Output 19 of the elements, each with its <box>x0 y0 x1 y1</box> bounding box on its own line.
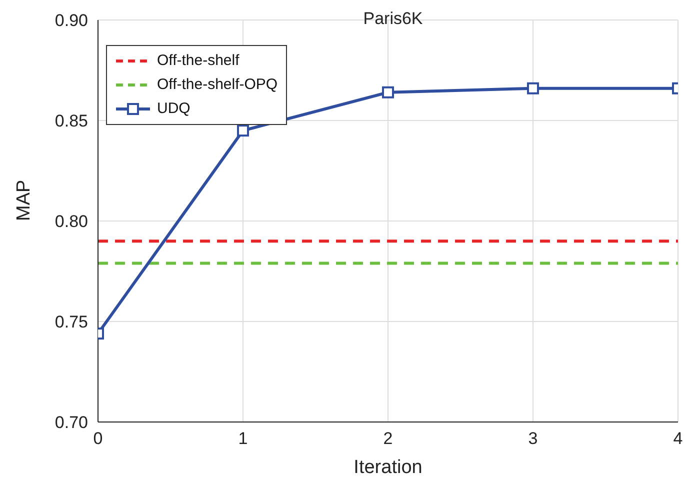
x-tick-label: 0 <box>93 429 103 448</box>
y-tick-label: 0.90 <box>54 11 88 30</box>
y-tick-label: 0.85 <box>54 112 88 131</box>
legend-label: Off-the-shelf <box>157 51 240 71</box>
y-tick-label: 0.75 <box>54 312 88 332</box>
legend-label: Off-the-shelf-OPQ <box>157 75 278 95</box>
y-axis-title: MAP <box>14 180 35 221</box>
legend-label: UDQ <box>157 99 190 119</box>
x-tick-label: 3 <box>528 429 538 448</box>
point <box>237 124 249 137</box>
x-tick-label: 1 <box>238 429 248 448</box>
chart-title: Paris6K <box>363 9 424 28</box>
x-axis-title: Iteration <box>354 457 422 478</box>
y-tick-label: 0.70 <box>54 413 88 432</box>
point <box>382 86 394 98</box>
x-tick-label: 4 <box>673 429 683 448</box>
point <box>527 82 539 94</box>
y-tick-label: 0.80 <box>54 212 88 232</box>
x-tick-label: 2 <box>383 429 393 448</box>
